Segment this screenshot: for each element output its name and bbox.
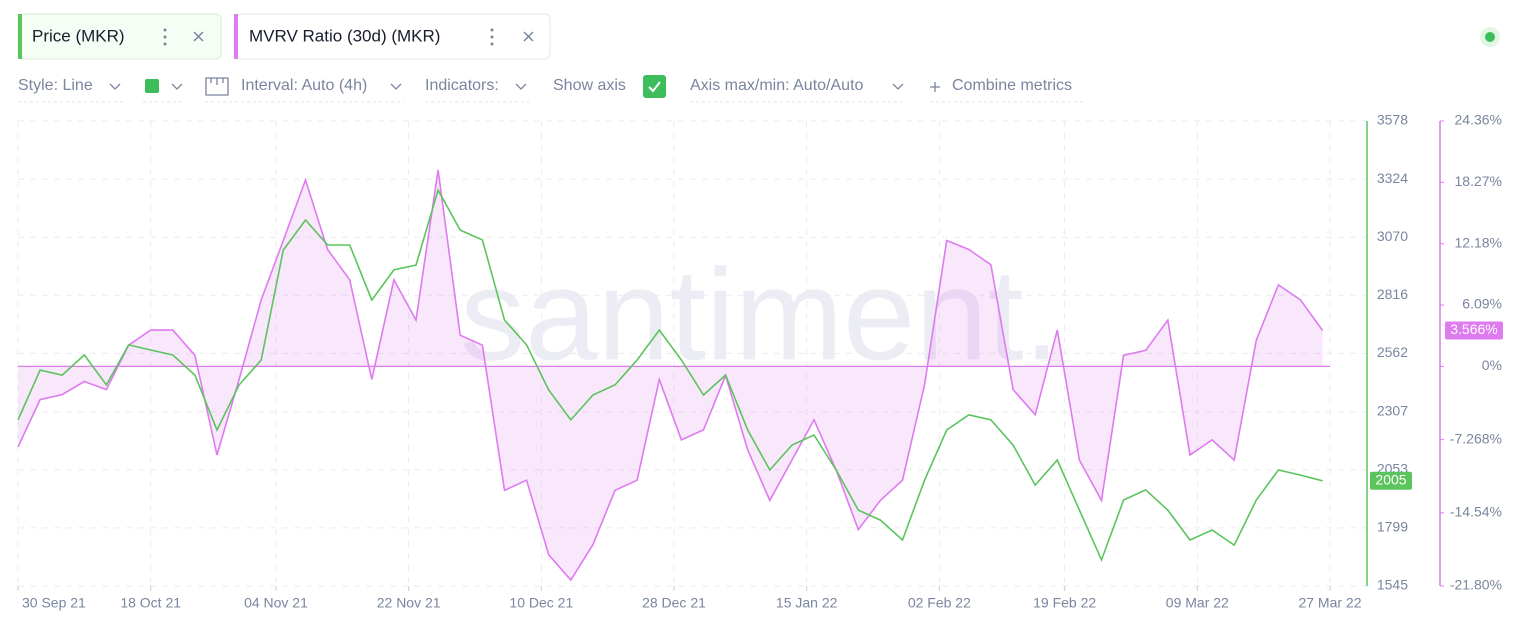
last-value-badge	[1445, 321, 1503, 340]
show-axis-label: Show axis	[553, 77, 626, 94]
chevrons	[109, 83, 904, 90]
last-value-label: 2005	[1375, 471, 1406, 487]
x-tick-label: 15 Jan 22	[776, 595, 838, 611]
x-tick-label: 27 Mar 22	[1298, 595, 1361, 611]
tab-accent	[234, 14, 238, 59]
check-icon	[648, 81, 661, 93]
y-tick-label: 2562	[1377, 344, 1408, 360]
y-tick-label: 3578	[1377, 112, 1408, 128]
y-tick-label: 2816	[1377, 286, 1408, 302]
color-picker[interactable]	[145, 79, 159, 93]
plus-icon	[930, 82, 940, 92]
x-tick-label: 19 Feb 22	[1033, 595, 1096, 611]
combine-button[interactable]: Combine metrics	[952, 77, 1072, 94]
y-tick-label: 1545	[1377, 577, 1408, 593]
series-line	[17, 188, 1323, 563]
tab-label: MVRV Ratio (30d) (MKR)	[249, 26, 440, 45]
y2-tick-label: -7.268%	[1450, 430, 1502, 446]
y2-tick-label: 6.09%	[1462, 296, 1502, 312]
y-tick-label: 2307	[1377, 402, 1408, 418]
y-tick-label: 3324	[1377, 170, 1408, 186]
x-tick-label: 28 Dec 21	[642, 595, 706, 611]
y2-tick-label: -21.80%	[1450, 577, 1502, 593]
close-icon[interactable]	[193, 31, 204, 42]
show-axis-checkbox[interactable]	[643, 75, 666, 98]
last-value-badge	[1370, 471, 1412, 490]
y2-tick-label: 18.27%	[1455, 173, 1502, 189]
y-tick-label: 3070	[1377, 228, 1408, 244]
indicators-select[interactable]: Indicators:	[425, 77, 499, 94]
axis-range-select[interactable]: Axis max/min: Auto/Auto	[690, 77, 864, 94]
watermark: santiment.	[460, 241, 1060, 387]
close-icon[interactable]	[523, 31, 534, 42]
y2-tick-label: 24.36%	[1455, 112, 1502, 128]
x-tick-label: 10 Dec 21	[509, 595, 573, 611]
y2-tick-label: 12.18%	[1455, 234, 1502, 250]
y2-tick-label: 0%	[1482, 357, 1502, 373]
status-dot	[1485, 32, 1495, 42]
tab-accent	[18, 14, 22, 59]
menu-icon[interactable]	[490, 28, 494, 46]
menu-icon[interactable]	[163, 28, 167, 46]
style-select[interactable]: Style: Line	[18, 77, 93, 94]
x-tick-label: 09 Mar 22	[1166, 595, 1229, 611]
x-tick-label: 18 Oct 21	[120, 595, 181, 611]
tab-label: Price (MKR)	[32, 26, 125, 45]
y-tick-label: 1799	[1377, 519, 1408, 535]
interval-icon	[205, 77, 229, 96]
x-tick-label: 22 Nov 21	[377, 595, 441, 611]
area	[18, 170, 1323, 580]
x-tick-label: 02 Feb 22	[908, 595, 971, 611]
x-tick-label: 04 Nov 21	[244, 595, 308, 611]
x-tick-label: 30 Sep 21	[22, 595, 86, 611]
interval-select[interactable]: Interval: Auto (4h)	[241, 77, 367, 94]
y2-tick-label: -14.54%	[1450, 504, 1502, 520]
last-value-label: 3.566%	[1450, 321, 1497, 337]
